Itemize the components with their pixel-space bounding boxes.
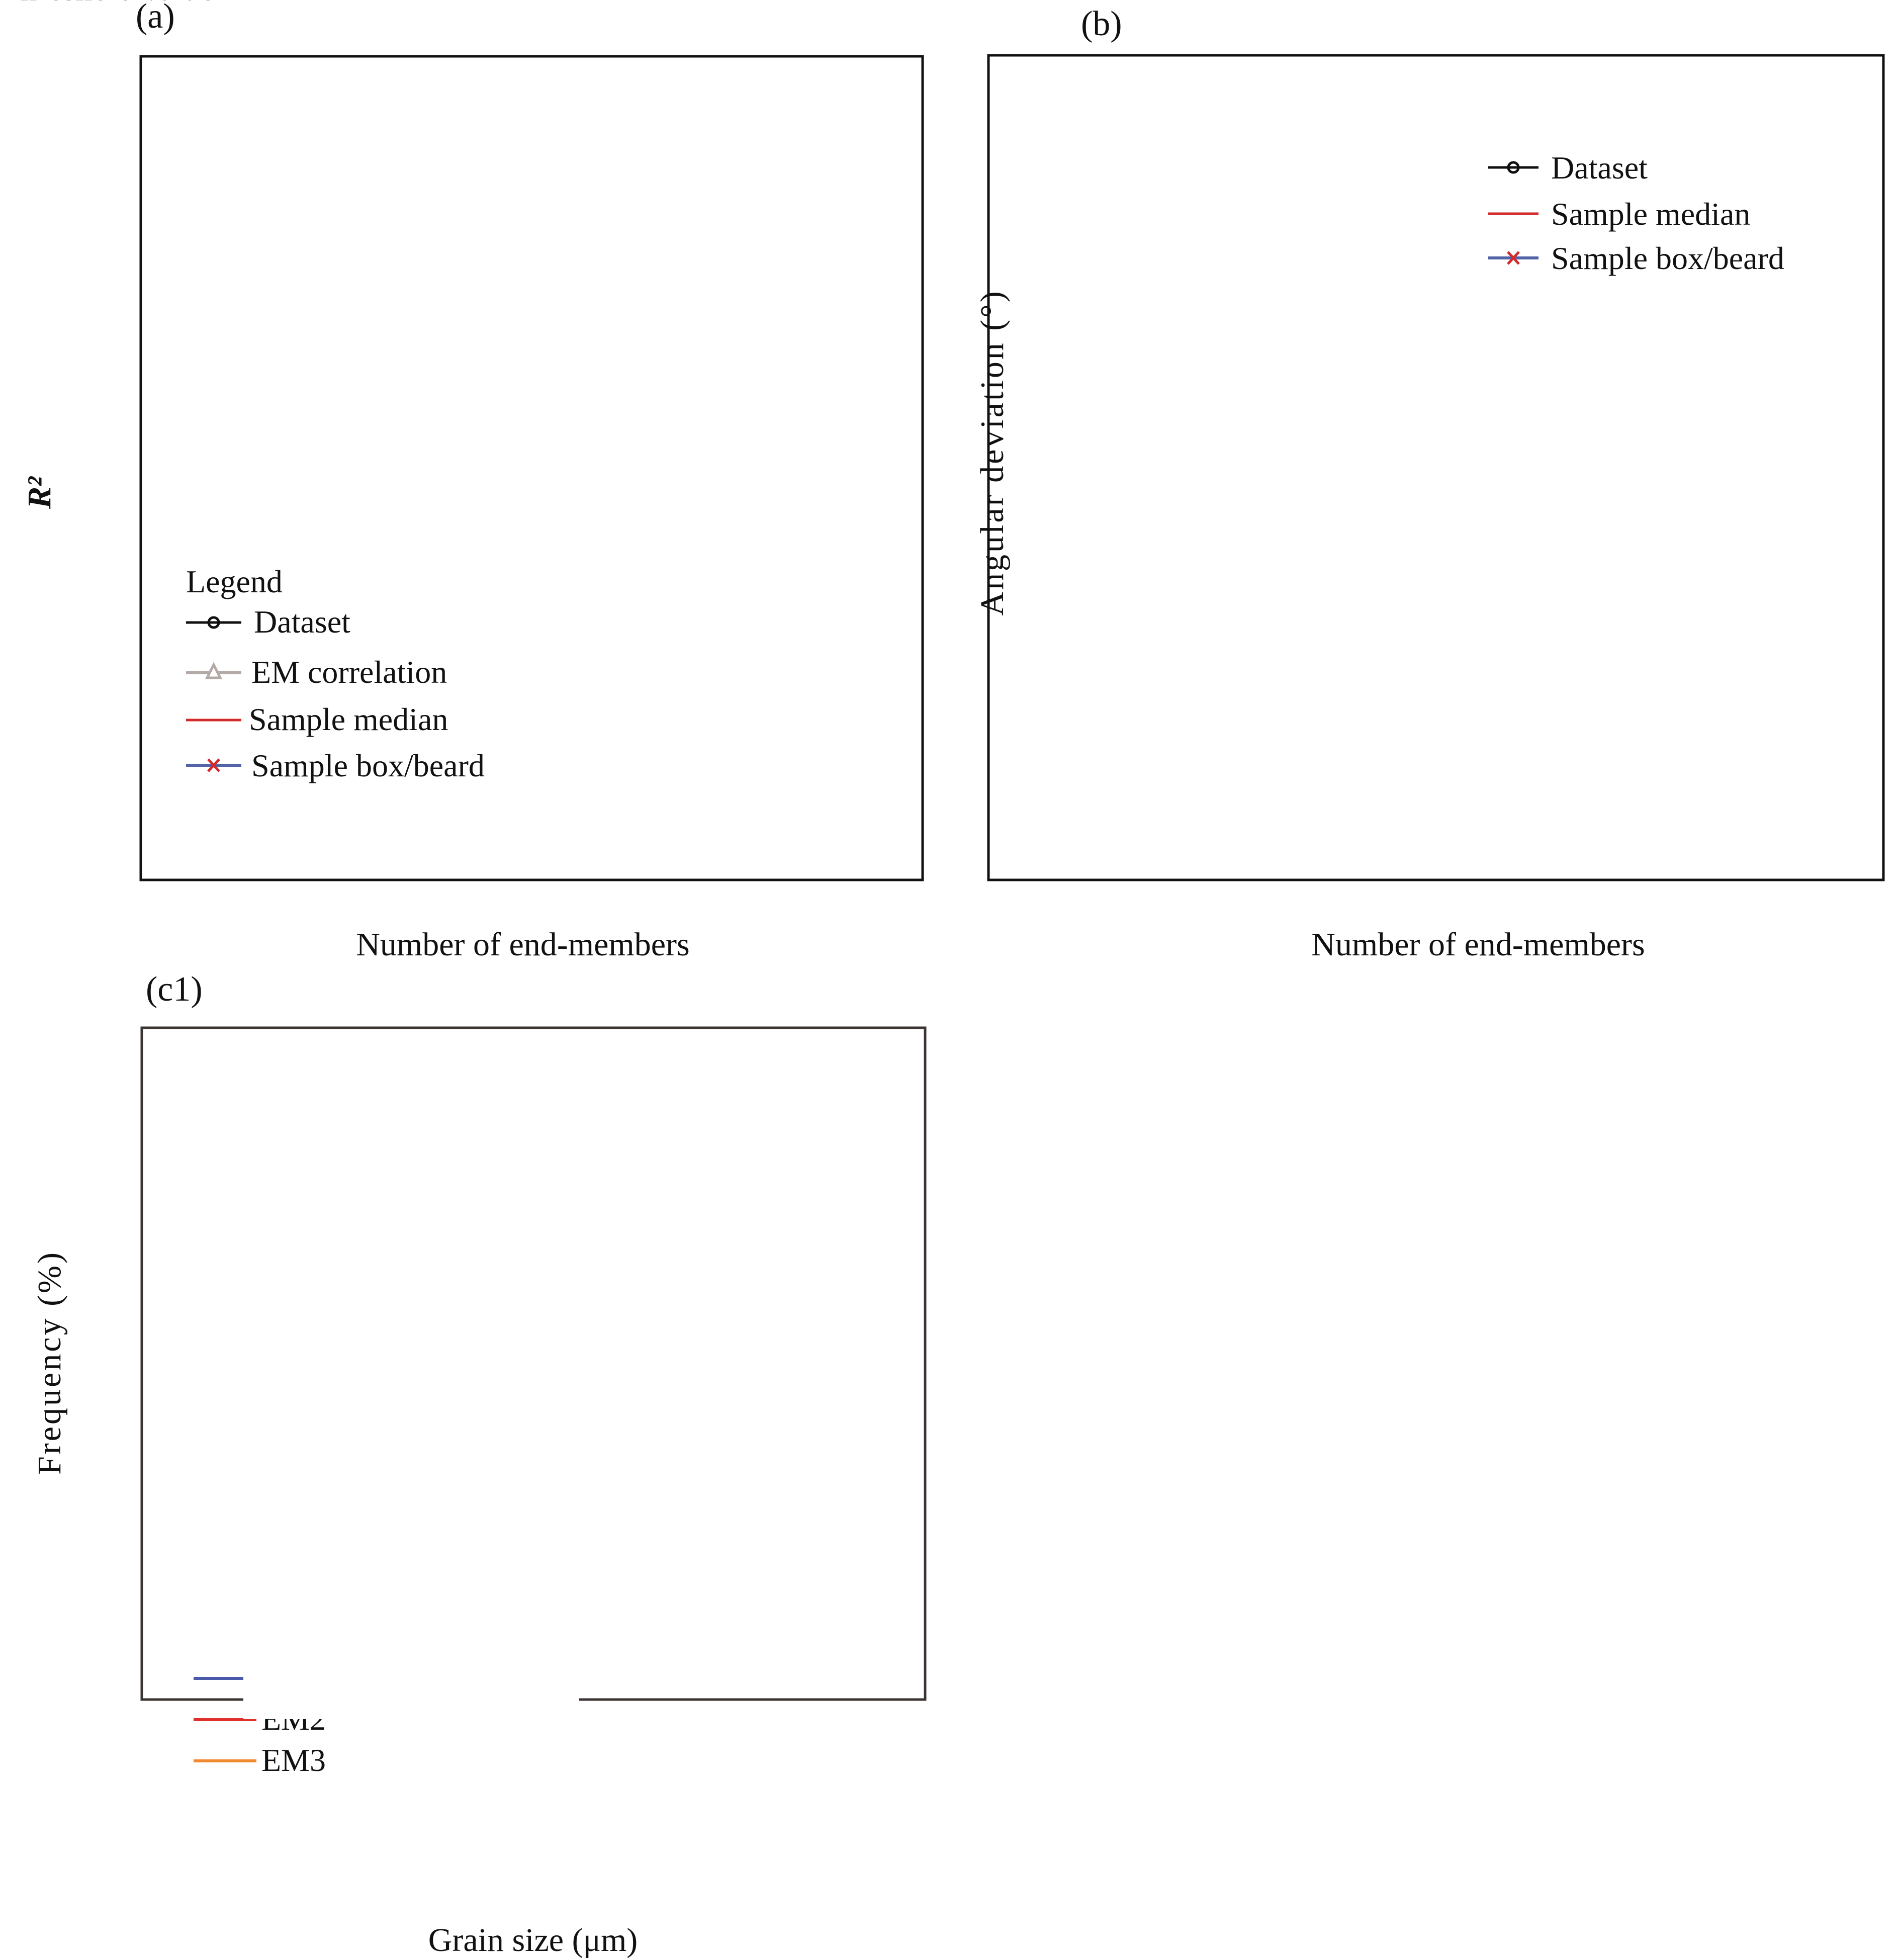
panel-a: (a) Threshold value Number of end-member… [0,0,924,963]
legend-sample-box-label: Sample box/beard [1551,240,1784,276]
panel-a-frame [139,55,924,881]
panel-c2-inset [243,1053,579,1719]
legend-sample-box-label: Sample box/beard [251,748,485,783]
panel-a-label: (a) [136,0,175,36]
legend-dataset-marker [207,616,220,629]
legend-sample-box-marker [1507,251,1520,265]
legend-sample-median-label: Sample median [1551,196,1750,232]
panel-a-threshold-label: Threshold value [0,0,215,8]
panel-b-label: (b) [1081,5,1122,43]
panel-b-frame [987,54,1885,881]
legend-title: Legend [186,564,283,599]
legend-em-correlation-label: EM correlation [251,654,447,690]
inset-background [243,1053,579,1719]
legend-em-correlation-marker [205,662,223,679]
panel-c1-label: (c1) [146,970,203,1009]
panel-b-y-axis-title: Angular deviation (°) [974,289,1011,615]
legend-sample-median-label: Sample median [249,701,448,737]
panel-c1: (c1) Grain size (μm) Frequency (%) EM1 E… [31,970,927,1958]
panel-b: (b) Threshold value Number of end-member… [974,5,1885,963]
panel-b-legend: Dataset Sample median Sample box/beard [1488,150,1784,276]
panel-c1-x-axis-title: Grain size (μm) [428,1922,638,1958]
legend-sample-box-marker [207,758,220,772]
legend-em3-label: EM3 [261,1742,326,1778]
legend-dataset-label: Dataset [254,604,350,640]
legend-dataset-marker [1507,161,1520,174]
panel-a-legend: Legend Dataset EM correlation Sample med… [186,564,485,783]
panel-a-y-axis-title: R² [21,476,58,509]
panel-a-x-axis-title: Number of end-members [356,926,689,963]
legend-dataset-label: Dataset [1551,150,1648,186]
panel-c1-y-axis-title: Frequency (%) [31,1251,68,1475]
panel-b-x-axis-title: Number of end-members [1311,926,1645,963]
